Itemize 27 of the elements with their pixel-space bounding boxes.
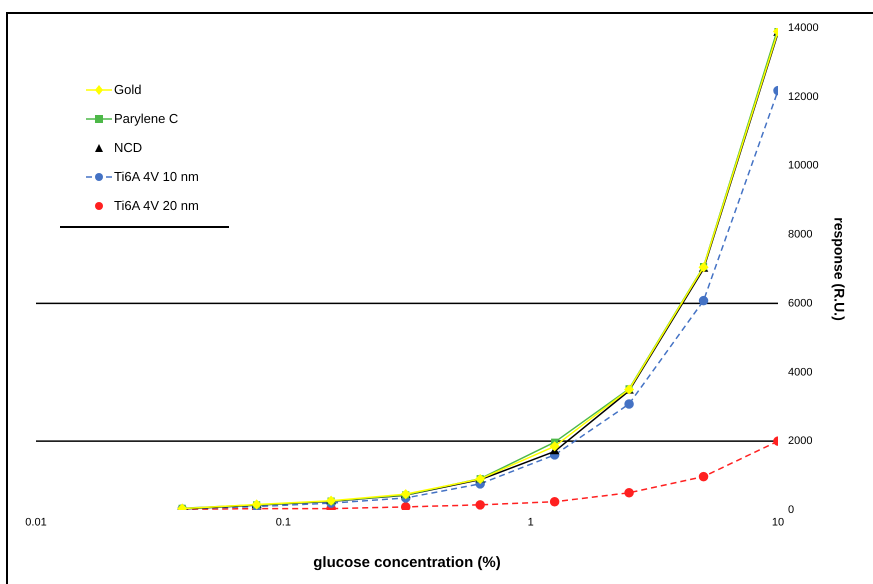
y-tick-label: 2000 xyxy=(788,435,812,448)
legend-label: Gold xyxy=(114,82,142,97)
y-tick-label: 6000 xyxy=(788,297,812,310)
legend-label: Ti6A 4V 10 nm xyxy=(114,169,199,184)
point xyxy=(624,399,634,409)
x-tick-label: 0.01 xyxy=(25,516,47,529)
y-tick-label: 14000 xyxy=(788,22,819,34)
y-tick-label: 4000 xyxy=(788,366,812,378)
point xyxy=(550,496,560,506)
point xyxy=(550,442,560,452)
y-tick-label: 0 xyxy=(788,504,794,516)
point xyxy=(698,472,708,482)
x-axis-title: glucose concentration (%) xyxy=(313,554,501,572)
legend-label: Parylene C xyxy=(114,111,178,126)
point xyxy=(475,500,485,510)
legend-label: NCD xyxy=(114,140,142,155)
x-tick-label: 1 xyxy=(528,516,534,529)
y-tick-label: 10000 xyxy=(788,160,819,172)
y-axis-title: response (R.U.) xyxy=(832,217,848,321)
legend-label: Ti6A 4V 20 nm xyxy=(114,198,199,213)
x-tick-label: 10 xyxy=(772,516,784,529)
point xyxy=(698,296,708,306)
point xyxy=(400,502,410,510)
y-tick-label: 8000 xyxy=(788,228,812,241)
y-tick-label: 12000 xyxy=(788,90,819,103)
point xyxy=(624,488,634,498)
x-tick-label: 0.1 xyxy=(276,516,291,529)
